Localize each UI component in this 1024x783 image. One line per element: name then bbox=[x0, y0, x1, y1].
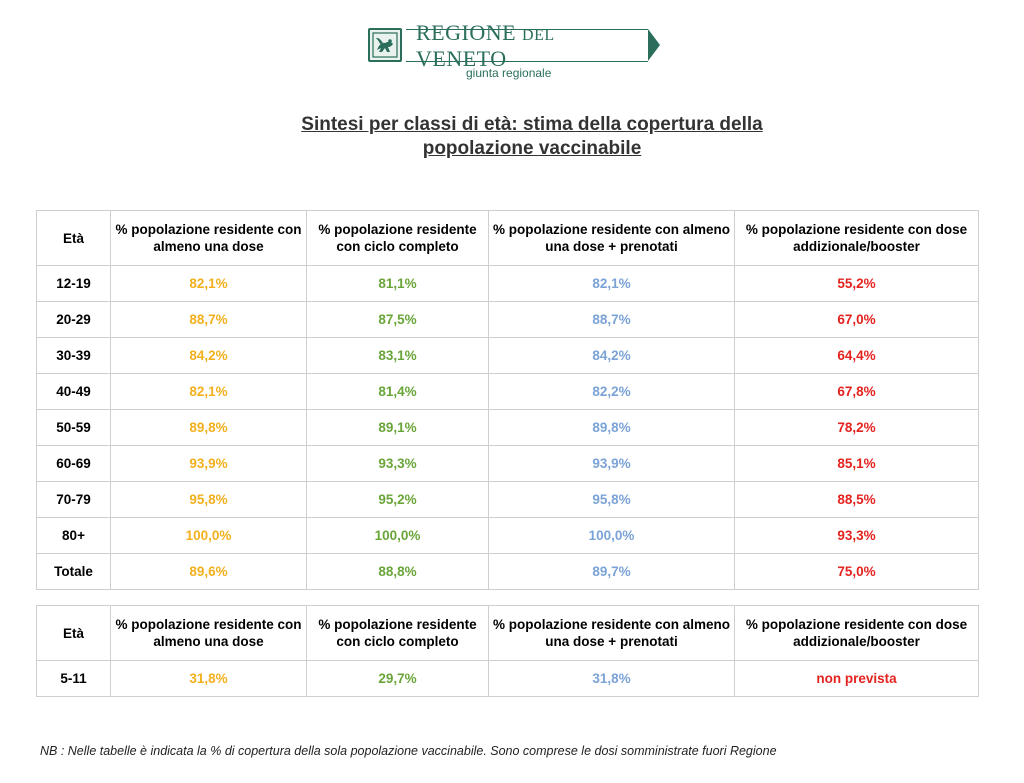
age-cell: 5-11 bbox=[36, 660, 111, 697]
booster-cell: 78,2% bbox=[734, 409, 979, 446]
age-cell: 60-69 bbox=[36, 445, 111, 482]
booster-cell: 93,3% bbox=[734, 517, 979, 554]
one-dose-cell: 89,8% bbox=[110, 409, 307, 446]
dose-plus-booked-cell: 93,9% bbox=[488, 445, 735, 482]
age-cell: 12-19 bbox=[36, 265, 111, 302]
table-row: 5-11 31,8% 29,7% 31,8% non prevista bbox=[36, 660, 979, 697]
age-cell: 20-29 bbox=[36, 301, 111, 338]
age-cell: 70-79 bbox=[36, 481, 111, 518]
regione-veneto-logo: REGIONE DEL VENETO giunta regionale bbox=[368, 20, 660, 84]
complete-cycle-cell: 29,7% bbox=[306, 660, 489, 697]
winged-lion-crest-icon bbox=[368, 28, 402, 62]
age-cell: Totale bbox=[36, 553, 111, 590]
dose-plus-booked-cell: 88,7% bbox=[488, 301, 735, 338]
one-dose-cell: 84,2% bbox=[110, 337, 307, 374]
booster-cell: non prevista bbox=[734, 660, 979, 697]
booster-cell: 75,0% bbox=[734, 553, 979, 590]
complete-cycle-cell: 81,1% bbox=[306, 265, 489, 302]
table-row: Totale 89,6% 88,8% 89,7% 75,0% bbox=[36, 553, 979, 590]
column-header-age: Età bbox=[36, 210, 111, 266]
brand-name: REGIONE DEL VENETO bbox=[416, 19, 555, 71]
booster-cell: 64,4% bbox=[734, 337, 979, 374]
column-header-complete-cycle: % popolazione residente con ciclo comple… bbox=[306, 605, 489, 661]
one-dose-cell: 82,1% bbox=[110, 265, 307, 302]
column-header-booster: % popolazione residente con dose addizio… bbox=[734, 210, 979, 266]
complete-cycle-cell: 93,3% bbox=[306, 445, 489, 482]
complete-cycle-cell: 95,2% bbox=[306, 481, 489, 518]
one-dose-cell: 93,9% bbox=[110, 445, 307, 482]
complete-cycle-cell: 100,0% bbox=[306, 517, 489, 554]
one-dose-cell: 95,8% bbox=[110, 481, 307, 518]
complete-cycle-cell: 81,4% bbox=[306, 373, 489, 410]
dose-plus-booked-cell: 82,2% bbox=[488, 373, 735, 410]
column-header-complete-cycle: % popolazione residente con ciclo comple… bbox=[306, 210, 489, 266]
complete-cycle-cell: 83,1% bbox=[306, 337, 489, 374]
page-title: Sintesi per classi di età: stima della c… bbox=[301, 114, 763, 159]
table-row: 70-79 95,8% 95,2% 95,8% 88,5% bbox=[36, 481, 979, 518]
one-dose-cell: 82,1% bbox=[110, 373, 307, 410]
age-cell: 50-59 bbox=[36, 409, 111, 446]
booster-cell: 85,1% bbox=[734, 445, 979, 482]
dose-plus-booked-cell: 31,8% bbox=[488, 660, 735, 697]
dose-plus-booked-cell: 89,7% bbox=[488, 553, 735, 590]
column-header-dose-plus-booked: % popolazione residente con almeno una d… bbox=[488, 605, 735, 661]
table-row: 80+ 100,0% 100,0% 100,0% 93,3% bbox=[36, 517, 979, 554]
coverage-table-12plus: Età % popolazione residente con almeno u… bbox=[36, 210, 979, 590]
booster-cell: 88,5% bbox=[734, 481, 979, 518]
complete-cycle-cell: 88,8% bbox=[306, 553, 489, 590]
column-header-age: Età bbox=[36, 605, 111, 661]
brand-subtitle: giunta regionale bbox=[466, 66, 552, 80]
dose-plus-booked-cell: 100,0% bbox=[488, 517, 735, 554]
brand-banner: REGIONE DEL VENETO bbox=[406, 20, 660, 71]
age-cell: 40-49 bbox=[36, 373, 111, 410]
table-header-row: Età % popolazione residente con almeno u… bbox=[36, 605, 979, 661]
booster-cell: 67,8% bbox=[734, 373, 979, 410]
footnote: NB : Nelle tabelle è indicata la % di co… bbox=[40, 744, 777, 758]
one-dose-cell: 88,7% bbox=[110, 301, 307, 338]
column-header-dose-plus-booked: % popolazione residente con almeno una d… bbox=[488, 210, 735, 266]
table-row: 12-19 82,1% 81,1% 82,1% 55,2% bbox=[36, 265, 979, 302]
table-row: 40-49 82,1% 81,4% 82,2% 67,8% bbox=[36, 373, 979, 410]
coverage-table-5-11: Età % popolazione residente con almeno u… bbox=[36, 605, 979, 697]
complete-cycle-cell: 89,1% bbox=[306, 409, 489, 446]
table-row: 60-69 93,9% 93,3% 93,9% 85,1% bbox=[36, 445, 979, 482]
dose-plus-booked-cell: 82,1% bbox=[488, 265, 735, 302]
dose-plus-booked-cell: 89,8% bbox=[488, 409, 735, 446]
age-cell: 30-39 bbox=[36, 337, 111, 374]
booster-cell: 55,2% bbox=[734, 265, 979, 302]
one-dose-cell: 100,0% bbox=[110, 517, 307, 554]
column-header-booster: % popolazione residente con dose addizio… bbox=[734, 605, 979, 661]
table-row: 50-59 89,8% 89,1% 89,8% 78,2% bbox=[36, 409, 979, 446]
table-row: 20-29 88,7% 87,5% 88,7% 67,0% bbox=[36, 301, 979, 338]
one-dose-cell: 31,8% bbox=[110, 660, 307, 697]
table-row: 30-39 84,2% 83,1% 84,2% 64,4% bbox=[36, 337, 979, 374]
column-header-one-dose: % popolazione residente con almeno una d… bbox=[110, 605, 307, 661]
booster-cell: 67,0% bbox=[734, 301, 979, 338]
complete-cycle-cell: 87,5% bbox=[306, 301, 489, 338]
column-header-one-dose: % popolazione residente con almeno una d… bbox=[110, 210, 307, 266]
dose-plus-booked-cell: 95,8% bbox=[488, 481, 735, 518]
dose-plus-booked-cell: 84,2% bbox=[488, 337, 735, 374]
one-dose-cell: 89,6% bbox=[110, 553, 307, 590]
age-cell: 80+ bbox=[36, 517, 111, 554]
table-header-row: Età % popolazione residente con almeno u… bbox=[36, 210, 979, 266]
